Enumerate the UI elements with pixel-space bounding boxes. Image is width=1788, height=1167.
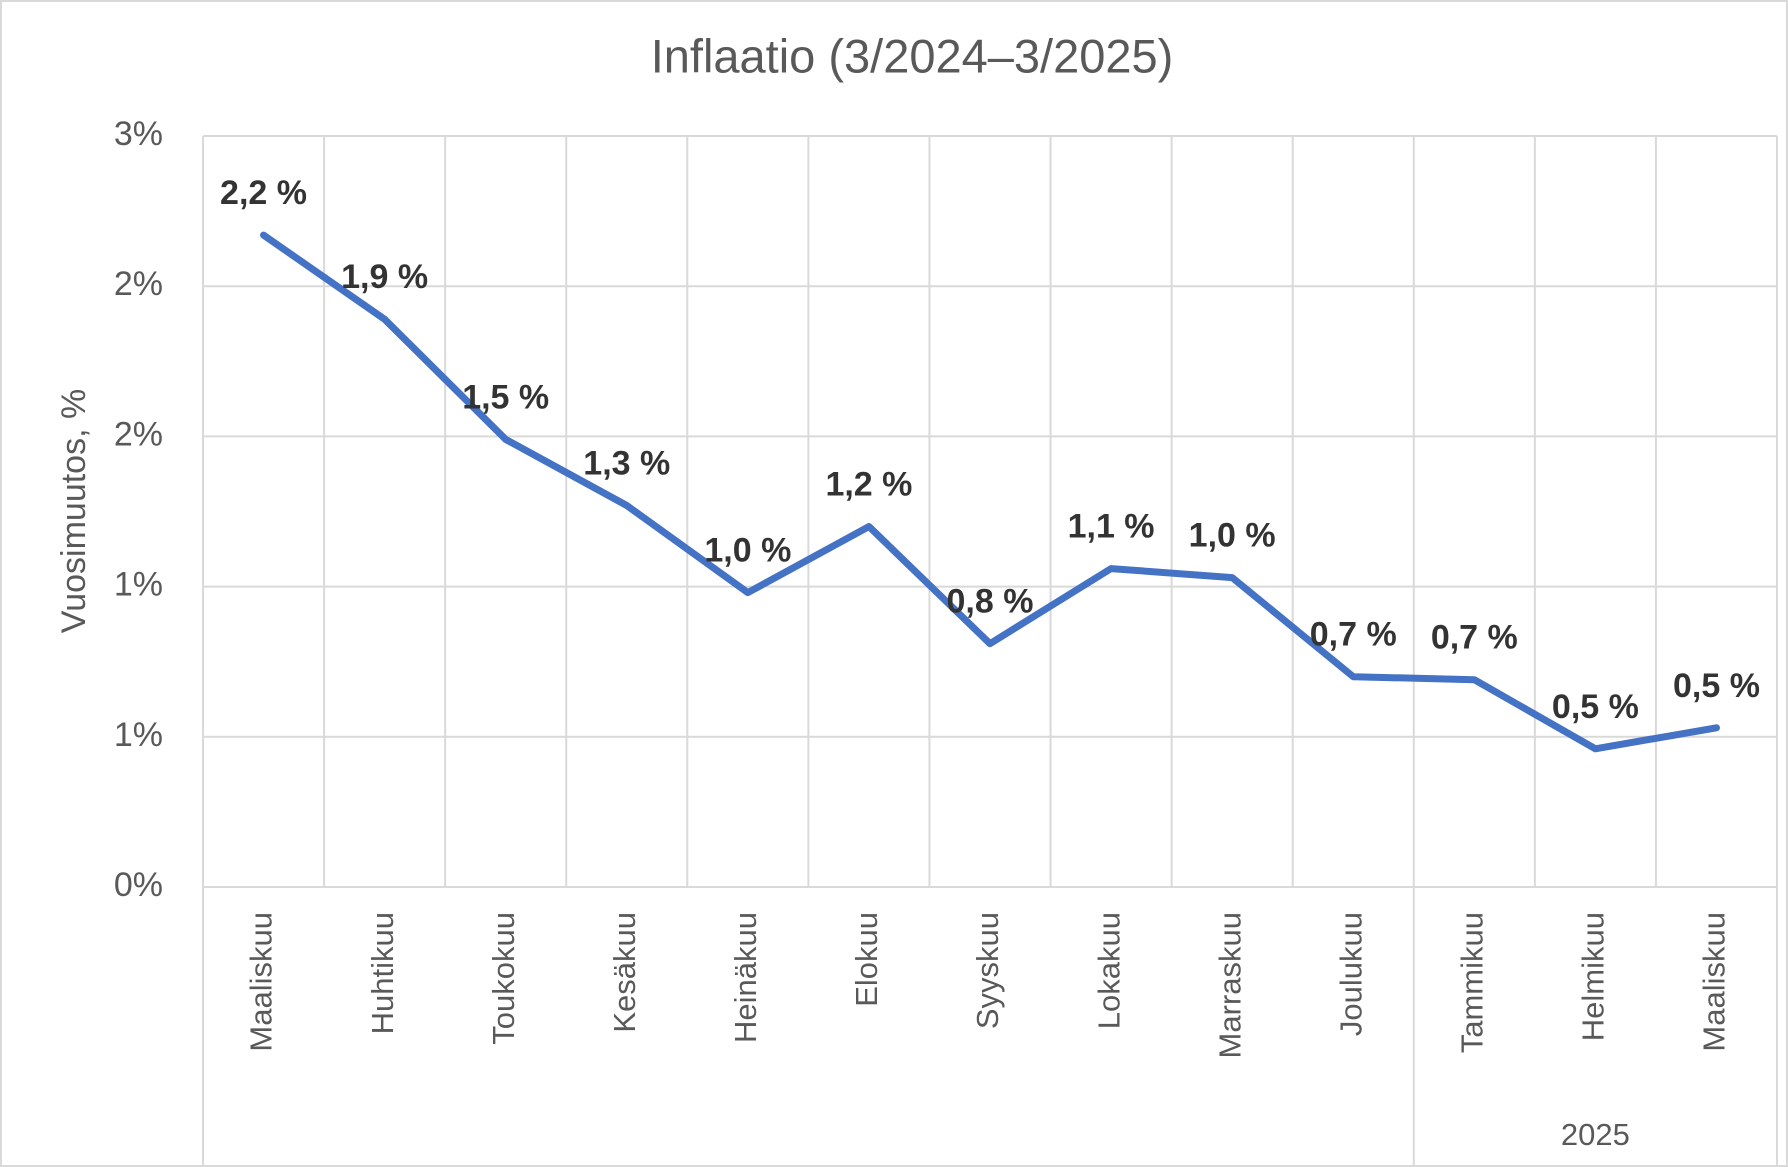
- x-tick-label: Syyskuu: [970, 912, 1005, 1029]
- x-tick-label: Marraskuu: [1212, 912, 1247, 1058]
- y-tick-label: 0%: [114, 866, 163, 904]
- data-label: 0,7 %: [1431, 619, 1518, 657]
- y-tick-label: 2%: [114, 265, 163, 303]
- x-tick-label: Maaliskuu: [1697, 912, 1732, 1052]
- data-label: 1,0 %: [704, 532, 791, 570]
- x-tick-label: Elokuu: [849, 912, 884, 1007]
- x-tick-label: Maaliskuu: [244, 912, 279, 1052]
- data-label: 2,2 %: [220, 174, 307, 212]
- chart-title: Inflaatio (3/2024–3/2025): [651, 29, 1174, 82]
- data-label: 1,9 %: [341, 258, 428, 296]
- data-label: 1,3 %: [583, 444, 670, 482]
- data-label: 0,7 %: [1310, 616, 1397, 654]
- x-group-label: 2025: [1561, 1117, 1630, 1152]
- y-axis-label: Vuosimuutos, %: [55, 389, 93, 633]
- x-tick-label: Lokakuu: [1091, 912, 1126, 1029]
- data-label: 1,1 %: [1068, 508, 1155, 546]
- y-tick-label: 1%: [114, 566, 163, 604]
- data-label: 0,5 %: [1673, 667, 1760, 705]
- data-label: 1,2 %: [825, 466, 912, 504]
- x-tick-label: Joulukuu: [1333, 912, 1368, 1036]
- y-tick-label: 2%: [114, 415, 163, 453]
- x-tick-label: Heinäkuu: [728, 912, 763, 1043]
- x-tick-label: Helmikuu: [1576, 912, 1611, 1041]
- data-label: 1,5 %: [462, 378, 549, 416]
- y-tick-label: 1%: [114, 716, 163, 754]
- x-tick-label: Huhtikuu: [365, 912, 400, 1034]
- data-label: 0,5 %: [1552, 688, 1639, 726]
- x-tick-label: Tammikuu: [1454, 912, 1489, 1053]
- series-line: [260, 231, 1720, 753]
- x-tick-label: Toukokuu: [486, 912, 521, 1045]
- x-tick-label: Kesäkuu: [607, 912, 642, 1033]
- y-tick-label: 3%: [114, 115, 163, 153]
- data-label: 0,8 %: [947, 583, 1034, 621]
- data-label: 1,0 %: [1189, 517, 1276, 555]
